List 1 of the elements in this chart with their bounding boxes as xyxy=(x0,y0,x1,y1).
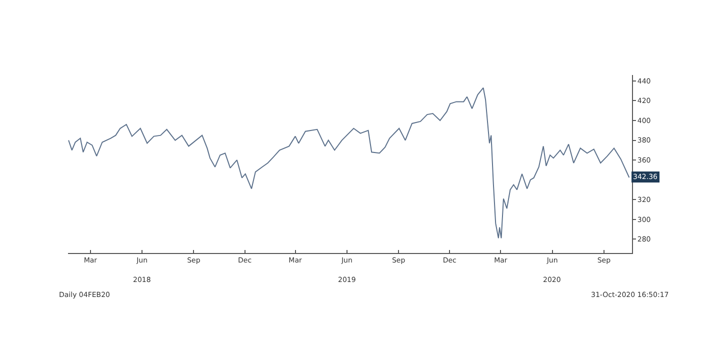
line-series xyxy=(68,87,630,239)
